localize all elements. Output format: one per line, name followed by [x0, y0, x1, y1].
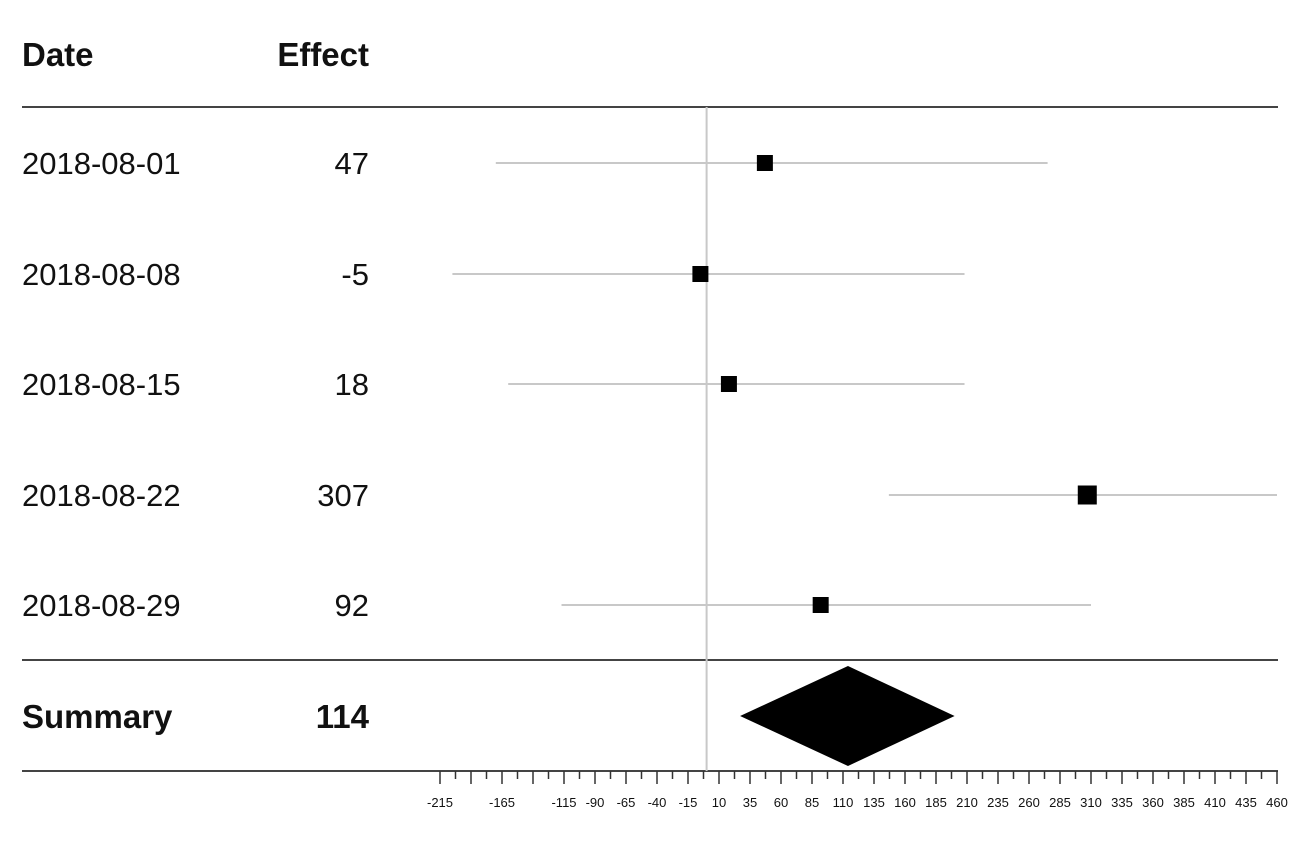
summary-row: Summary 114 — [22, 666, 955, 766]
effect-marker — [720, 376, 737, 392]
header-date: Date — [22, 36, 94, 73]
axis-tick-label: 85 — [805, 795, 819, 810]
row-effect-label: -5 — [341, 257, 369, 292]
summary-label: Summary — [22, 698, 173, 735]
effect-marker — [692, 266, 709, 282]
axis-tick-label: 460 — [1266, 795, 1288, 810]
axis-tick-label: 360 — [1142, 795, 1164, 810]
row-date-label: 2018-08-29 — [22, 588, 181, 623]
study-row: 2018-08-01 47 — [22, 146, 1048, 181]
row-date-label: 2018-08-22 — [22, 478, 181, 513]
axis-tick-label: 410 — [1204, 795, 1226, 810]
axis-tick-label: -215 — [427, 795, 453, 810]
axis-tick-label: -90 — [586, 795, 605, 810]
axis-tick-label: 385 — [1173, 795, 1195, 810]
axis-tick-label: -165 — [489, 795, 515, 810]
row-effect-label: 18 — [335, 367, 369, 402]
x-axis: -215 -165 -115 -90 -65 -40 -15 10 35 60 85 110 135 16… — [427, 771, 1288, 810]
axis-tick-label: -115 — [551, 795, 576, 810]
axis-tick-label: 335 — [1111, 795, 1133, 810]
axis-tick-label: -65 — [617, 795, 636, 810]
axis-tick-label: 160 — [894, 795, 916, 810]
axis-tick-label: 260 — [1018, 795, 1040, 810]
axis-tick-label: 235 — [987, 795, 1009, 810]
axis-tick-label: 435 — [1235, 795, 1257, 810]
summary-effect-label: 114 — [316, 698, 370, 735]
study-row: 2018-08-08 -5 — [22, 257, 965, 292]
row-effect-label: 92 — [335, 588, 369, 623]
effect-marker — [812, 597, 829, 613]
axis-tick-label: 210 — [956, 795, 978, 810]
axis-tick-label: -40 — [648, 795, 667, 810]
row-date-label: 2018-08-08 — [22, 257, 181, 292]
axis-tick-label: 310 — [1080, 795, 1102, 810]
axis-tick-label: 135 — [863, 795, 885, 810]
row-effect-label: 47 — [335, 146, 369, 181]
axis-tick-label: 110 — [833, 795, 854, 810]
row-effect-label: 307 — [317, 478, 369, 513]
study-row: 2018-08-29 92 — [22, 588, 1091, 623]
axis-tick-label: 10 — [712, 795, 726, 810]
effect-marker — [1077, 485, 1097, 505]
effect-marker — [756, 155, 773, 171]
header-effect: Effect — [277, 36, 369, 73]
axis-tick-label: 285 — [1049, 795, 1071, 810]
row-date-label: 2018-08-01 — [22, 146, 181, 181]
axis-tick-label: -15 — [679, 795, 698, 810]
study-row: 2018-08-15 18 — [22, 367, 965, 402]
axis-tick-label: 60 — [774, 795, 788, 810]
axis-tick-label: 35 — [743, 795, 757, 810]
summary-diamond — [740, 666, 955, 766]
axis-tick-label: 185 — [925, 795, 947, 810]
study-row: 2018-08-22 307 — [22, 478, 1277, 513]
row-date-label: 2018-08-15 — [22, 367, 181, 402]
